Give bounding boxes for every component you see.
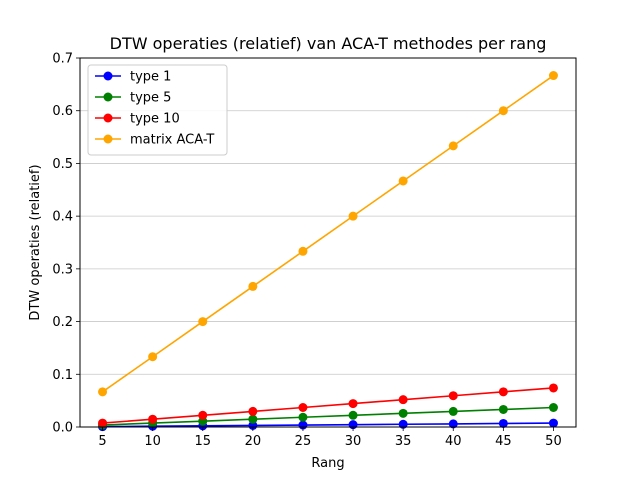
y-tick-label-0: 0.0	[52, 421, 73, 436]
series-3-point-5	[348, 211, 358, 221]
series-3-point-0	[98, 387, 108, 397]
y-tick-label-3: 0.3	[52, 262, 73, 277]
series-2-point-0	[98, 418, 108, 428]
y-tick-label-7: 0.7	[52, 52, 73, 67]
series-3-point-6	[398, 176, 408, 186]
x-tick-label-2: 15	[194, 434, 211, 449]
plot-series	[98, 71, 558, 432]
legend-marker-1	[103, 92, 113, 102]
series-1-point-7	[448, 406, 458, 416]
series-2	[98, 383, 558, 428]
x-tick-label-5: 30	[345, 434, 362, 449]
series-3-point-9	[548, 71, 558, 81]
x-tick-label-8: 45	[495, 434, 512, 449]
series-1-point-4	[298, 412, 308, 422]
series-1-point-8	[498, 404, 508, 414]
legend-label-1: type 5	[130, 91, 171, 106]
series-0	[98, 418, 558, 432]
x-tick-label-9: 50	[545, 434, 562, 449]
chart-title: DTW operaties (relatief) van ACA-T metho…	[110, 34, 547, 53]
series-2-point-6	[398, 395, 408, 405]
series-2-point-3	[248, 406, 258, 416]
series-1-point-9	[548, 402, 558, 412]
series-3-point-7	[448, 141, 458, 151]
y-axis-ticks: 0.0 0.1 0.2 0.3 0.4 0.5 0.6 0.7	[52, 52, 80, 436]
x-tick-label-6: 35	[395, 434, 412, 449]
series-1-point-6	[398, 408, 408, 418]
x-tick-label-0: 5	[98, 434, 106, 449]
series-3-point-2	[198, 317, 208, 327]
legend-label-0: type 1	[130, 70, 171, 85]
series-2-point-1	[148, 414, 158, 424]
series-3-point-8	[498, 106, 508, 116]
series-2-point-5	[348, 399, 358, 409]
series-1-point-5	[348, 410, 358, 420]
y-tick-label-1: 0.1	[52, 368, 73, 383]
series-0-point-7	[448, 419, 458, 429]
y-tick-label-5: 0.5	[52, 157, 73, 172]
x-tick-label-4: 25	[295, 434, 312, 449]
y-tick-label-6: 0.6	[52, 104, 73, 119]
legend-marker-2	[103, 113, 113, 123]
legend-label-3: matrix ACA-T	[130, 133, 214, 148]
series-line-3	[102, 74, 554, 393]
plot-frame	[79, 57, 577, 428]
legend-marker-3	[103, 134, 113, 144]
legend-item-2: type 10	[95, 112, 180, 127]
series-2-point-8	[498, 387, 508, 397]
series-2-point-4	[298, 402, 308, 412]
series-3-point-1	[148, 352, 158, 362]
legend: type 1 type 5 type 10 matrix ACA-T	[87, 64, 228, 156]
legend-item-0: type 1	[95, 70, 171, 85]
series-3-point-4	[298, 246, 308, 256]
series-2-point-9	[548, 383, 558, 393]
legend-label-2: type 10	[130, 112, 180, 127]
series-line-2	[102, 387, 554, 424]
series-3	[98, 71, 558, 397]
legend-marker-0	[103, 71, 113, 81]
series-line-0	[102, 422, 554, 428]
legend-item-3: matrix ACA-T	[95, 133, 214, 148]
y-axis-label: DTW operaties (relatief)	[28, 164, 43, 320]
x-tick-label-1: 10	[144, 434, 161, 449]
series-2-point-7	[448, 391, 458, 401]
y-tick-label-2: 0.2	[52, 315, 73, 330]
legend-box	[87, 64, 228, 156]
series-0-point-8	[498, 418, 508, 428]
series-line-1	[102, 406, 554, 426]
series-0-point-9	[548, 418, 558, 428]
legend-item-1: type 5	[95, 91, 171, 106]
y-tick-label-4: 0.4	[52, 210, 73, 225]
x-axis-label: Rang	[311, 456, 344, 471]
series-2-point-2	[198, 410, 208, 420]
series-0-point-3	[248, 420, 258, 430]
x-axis-ticks: 5 10 15 20 25 30 35 40 45 50	[98, 427, 562, 449]
x-tick-label-7: 40	[445, 434, 462, 449]
series-3-point-3	[248, 281, 258, 291]
series-1-point-3	[248, 414, 258, 424]
x-tick-label-3: 20	[245, 434, 262, 449]
